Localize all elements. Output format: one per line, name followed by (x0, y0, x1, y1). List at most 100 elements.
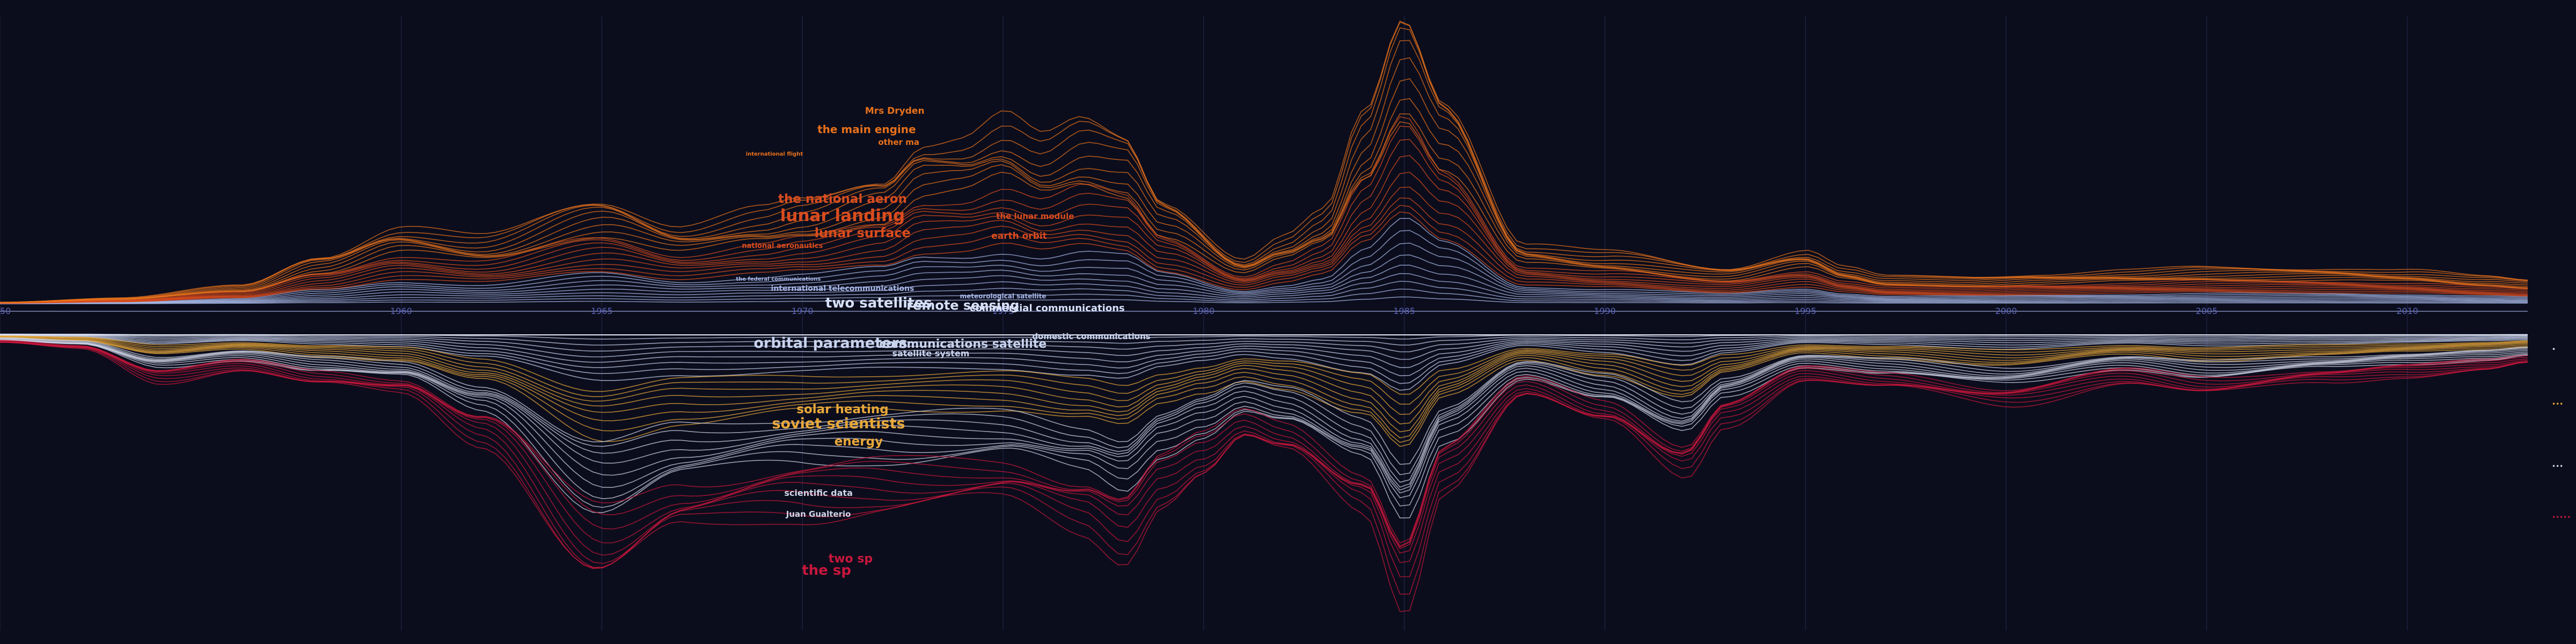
upper-stream-strand (0, 113, 2528, 303)
x-tick-label: 1960 (390, 306, 412, 316)
lower-stream-strand (0, 337, 2528, 443)
upper-phrase-label: remote sensing (906, 298, 1019, 313)
lower-phrase-label: scientific data (784, 488, 852, 498)
upper-stream-strand (0, 281, 2528, 304)
x-tick-label: 2005 (2196, 306, 2218, 316)
upper-stream-strand (0, 186, 2528, 304)
lower-stream-strand (0, 335, 2528, 415)
upper-phrase-label: the federal communications (736, 276, 821, 282)
lower-stream-strand (0, 334, 2528, 368)
lower-phrase-label: two sp (829, 552, 873, 566)
lower-stream-strand (0, 342, 2528, 577)
x-tick-label: 1950 (0, 306, 11, 316)
lower-phrase-label: the sp (802, 562, 851, 579)
lower-phrase-label: domestic communications (1032, 332, 1150, 341)
upper-phrase-label: Mrs Dryden (865, 106, 925, 116)
upper-stream-strand (0, 273, 2528, 304)
upper-stream-strand (0, 254, 2528, 304)
lower-phrase-label: solar heating (796, 402, 888, 416)
upper-phrase-label: lunar landing (780, 206, 905, 225)
x-tick-label: 1980 (1192, 306, 1214, 316)
upper-stream-strand (0, 126, 2528, 304)
lower-phrase-label: communications satellite (879, 338, 1046, 351)
x-tick-label: 2010 (2396, 306, 2418, 316)
lower-stream-strand (0, 342, 2528, 595)
upper-phrase-label: national aeronautics (742, 242, 823, 250)
upper-stream-strand (0, 172, 2528, 304)
upper-stream-strand (0, 116, 2528, 303)
upper-stream (0, 20, 2528, 312)
x-tick-label: 1985 (1393, 306, 1415, 316)
lower-stream (0, 333, 2528, 612)
lower-stream-strand (0, 340, 2528, 544)
x-tick-label: 2000 (1995, 306, 2017, 316)
upper-stream-strand (0, 243, 2528, 304)
lower-stream-strand (0, 338, 2528, 483)
upper-phrase-label: the lunar module (996, 211, 1074, 221)
upper-stream-strand (0, 296, 2528, 304)
lower-phrase-label: orbital parameters (753, 335, 907, 352)
upper-phrase-label: international telecommunications (771, 284, 914, 293)
upper-stream-strand (0, 230, 2528, 304)
lower-stream-strand (0, 336, 2528, 425)
lower-phrase-label: Juan Gualterio (786, 509, 851, 519)
upper-phrase-label: international flight (746, 151, 803, 157)
lower-stream-strand (0, 341, 2528, 556)
lower-stream-strand (0, 334, 2528, 377)
lower-stream-strand (0, 334, 2528, 346)
upper-stream-strand (0, 121, 2528, 303)
lower-stream-strand (0, 340, 2528, 519)
lower-stream-strand (0, 335, 2528, 384)
upper-stream-strand (0, 98, 2528, 303)
lower-stream-strand (0, 338, 2528, 475)
upper-stream-strand (0, 138, 2528, 304)
lower-stream-strand (0, 335, 2528, 395)
x-tick-label: 1975 (992, 306, 1014, 316)
lower-phrase-label: satellite system (892, 348, 969, 358)
lower-stream-strand (0, 340, 2528, 508)
x-tick-label: 1970 (792, 306, 814, 316)
lower-stream-strand (0, 336, 2528, 433)
upper-stream-strand (0, 204, 2528, 304)
lower-stream-strand (0, 337, 2528, 447)
upper-phrase-label: lunar surface (815, 225, 911, 240)
x-tick-label: 1990 (1594, 306, 1616, 316)
upper-phrase-label: two satellites (825, 295, 932, 311)
lower-stream-strand (0, 339, 2528, 494)
lower-stream-strand (0, 334, 2528, 353)
lower-stream-strand (0, 337, 2528, 465)
lower-stream-strand (0, 336, 2528, 438)
series-end-label: ••• (2552, 400, 2563, 408)
series-end-labels: •••••••••••• (2552, 346, 2571, 521)
lower-stream-strand (0, 338, 2528, 488)
upper-phrase-label: the national aeron (778, 192, 907, 206)
upper-stream-strand (0, 218, 2528, 304)
lower-stream-strand (0, 342, 2528, 612)
series-end-label: ••••• (2552, 514, 2571, 521)
upper-stream-strand (0, 211, 2528, 304)
upper-stream-strand (0, 78, 2528, 303)
lower-stream-strand (0, 334, 2528, 360)
upper-phrase-label: meteorological satellite (960, 292, 1046, 300)
lower-phrase-label: energy (835, 435, 883, 449)
lower-phrase-label: soviet scientists (772, 415, 905, 432)
lower-stream-strand (0, 339, 2528, 500)
series-end-label: ••• (2552, 463, 2563, 470)
upper-stream-strand (0, 155, 2528, 304)
upper-phrase-label: commercial communications (970, 303, 1125, 314)
grid-lines (0, 16, 2408, 631)
upper-stream-strand (0, 57, 2528, 303)
lower-stream-strand (0, 340, 2528, 547)
upper-phrase-label: other ma (878, 137, 919, 147)
upper-stream-strand (0, 265, 2528, 304)
upper-stream-strand (0, 288, 2528, 304)
upper-phrase-label: earth orbit (991, 231, 1047, 241)
year-axis: 1950 1960 1965 1970 1975 1980 1985 1990 1995 2000… (0, 306, 2418, 316)
upper-stream-strand (0, 197, 2528, 304)
lower-stream-strand (0, 339, 2528, 491)
x-tick-label: 1995 (1795, 306, 1817, 316)
lower-stream-strand (0, 335, 2528, 405)
series-end-label: • (2552, 346, 2556, 353)
